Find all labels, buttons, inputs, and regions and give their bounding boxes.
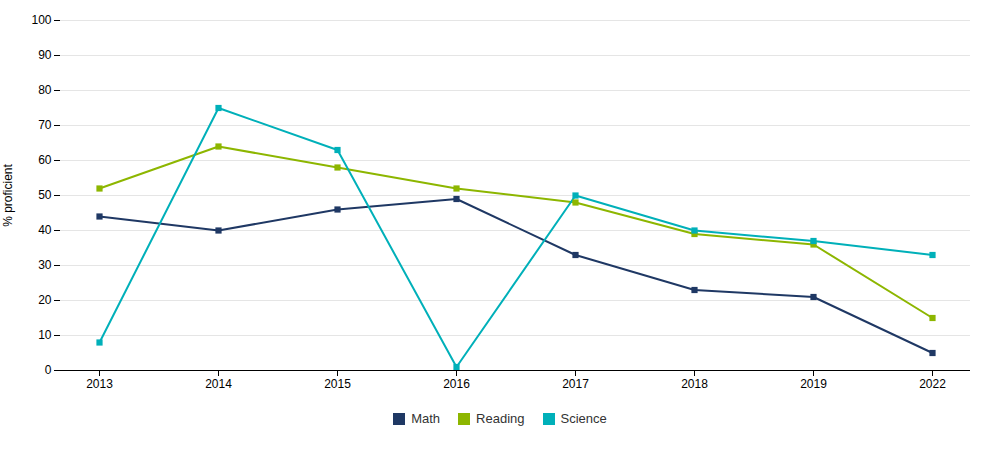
svg-text:2022: 2022 (919, 377, 946, 391)
svg-text:2018: 2018 (681, 377, 708, 391)
svg-text:% proficient: % proficient (1, 163, 15, 226)
html-text:Reading: Reading (476, 411, 525, 426)
svg-text:80: 80 (38, 83, 52, 97)
html-text:Math: Math (411, 411, 441, 426)
svg-text:2017: 2017 (562, 377, 589, 391)
svg-text:40: 40 (38, 223, 52, 237)
svg-text:100: 100 (31, 13, 51, 27)
svg-text:10: 10 (38, 328, 52, 342)
svg-text:30: 30 (38, 258, 52, 272)
svg-text:2015: 2015 (324, 377, 351, 391)
svg-text:0: 0 (45, 363, 52, 377)
svg-text:50: 50 (38, 188, 52, 202)
svg-text:90: 90 (38, 48, 52, 62)
svg-text:60: 60 (38, 153, 52, 167)
svg-text:2016: 2016 (443, 377, 470, 391)
svg-text:20: 20 (38, 293, 52, 307)
svg-text:2014: 2014 (205, 377, 232, 391)
html-text:Science: Science (560, 411, 607, 426)
svg-text:2013: 2013 (86, 377, 113, 391)
svg-text:70: 70 (38, 118, 52, 132)
svg-text:2019: 2019 (800, 377, 827, 391)
